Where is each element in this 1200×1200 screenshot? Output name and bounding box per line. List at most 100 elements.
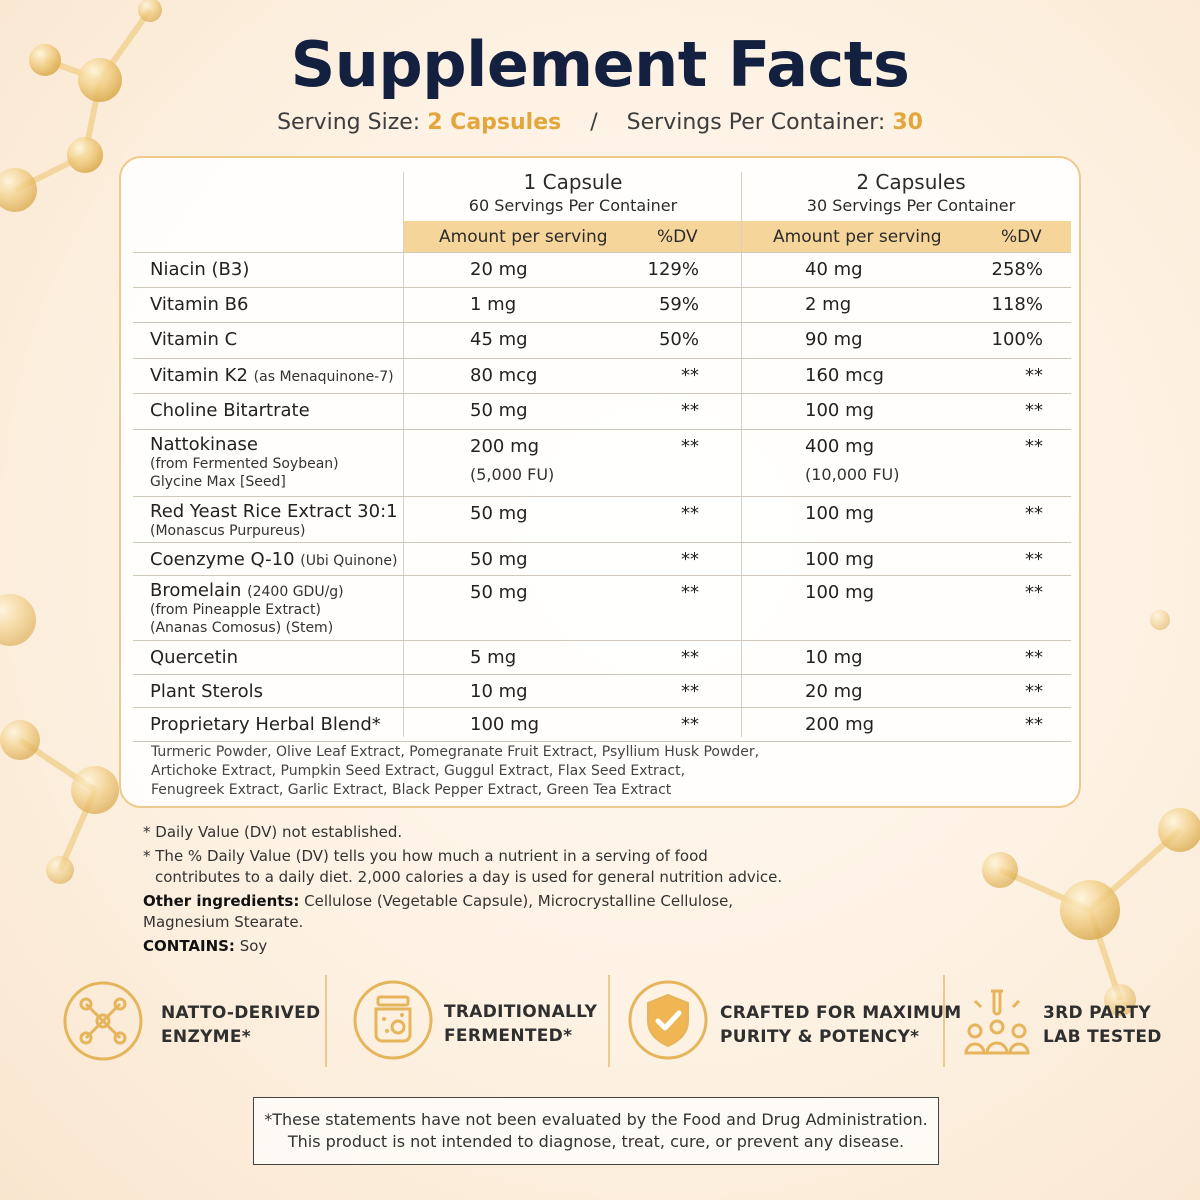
nutrient-row: Nattokinase (from Fermented Soybean) Glyci…	[133, 430, 1071, 497]
badge-traditionally-fermented: TRADITIONALLY FERMENTED*	[444, 1002, 598, 1046]
amount-1-capsule: 50 mg	[470, 400, 528, 421]
dv-2-capsules: **	[1025, 681, 1043, 702]
nutrient-note: (Ubi Quinone)	[300, 553, 398, 569]
dv-label: %DV	[657, 227, 698, 247]
amount-1-capsule: 10 mg	[470, 681, 528, 702]
nutrient-name: Coenzyme Q-10 (Ubi Quinone)	[150, 549, 398, 570]
fda-disclaimer: *These statements have not been evaluate…	[253, 1097, 939, 1165]
nutrient-name: Quercetin	[150, 647, 239, 668]
amount-2-capsules: 90 mg	[805, 329, 863, 350]
dv-2-capsules: 100%	[991, 329, 1043, 350]
column-subtitle: 60 Servings Per Container	[468, 196, 678, 215]
amount-2-capsules: 40 mg	[805, 259, 863, 280]
servings-per-container-value: 30	[892, 110, 923, 135]
other-ingredients: Other ingredients: Cellulose (Vegetable …	[143, 892, 734, 931]
dv-explanation-note: * The % Daily Value (DV) tells you how m…	[143, 847, 783, 886]
nutrient-source: Glycine Max [Seed]	[150, 474, 286, 490]
nutrient-source: (from Pineapple Extract)	[150, 602, 321, 618]
nutrient-name: Proprietary Herbal Blend*	[150, 714, 381, 735]
dv-2-capsules: **	[1025, 436, 1043, 457]
amount-2-capsules: 200 mg	[805, 714, 875, 735]
dv-1-capsule: **	[681, 436, 699, 457]
column-subtitle: 30 Servings Per Container	[806, 196, 1016, 215]
fermentation-jar-icon	[353, 980, 433, 1060]
amount-1-capsule: 50 mg	[470, 503, 528, 524]
herbal-blend-ingredients: Turmeric Powder, Olive Leaf Extract, Pom…	[151, 743, 771, 800]
dv-1-capsule: **	[681, 647, 699, 668]
amount-2-capsules: 20 mg	[805, 681, 863, 702]
amount-1-capsule: 100 mg	[470, 714, 540, 735]
amount-1-capsule: 80 mcg	[470, 365, 538, 386]
disclaimer-line: This product is not intended to diagnose…	[287, 1132, 905, 1151]
page-title: Supplement Facts	[290, 28, 910, 101]
nutrient-row: Proprietary Herbal Blend* 100 mg ** 200 mg *…	[133, 708, 1071, 742]
dv-1-capsule: **	[681, 582, 699, 603]
serving-size-value: 2 Capsules	[427, 110, 562, 135]
nutrient-name: Niacin (B3)	[150, 259, 250, 280]
supplement-facts-table: 1 Capsule 60 Servings Per Container 2 Ca…	[119, 156, 1081, 808]
dv-1-capsule: **	[681, 365, 699, 386]
blend-line: Fenugreek Extract, Garlic Extract, Black…	[151, 782, 672, 798]
amount-1-capsule: 50 mg	[470, 549, 528, 570]
dv-1-capsule: **	[681, 400, 699, 421]
nutrient-name: Nattokinase (from Fermented Soybean) Glyci…	[150, 434, 339, 490]
amount-header-band-1: Amount per serving %DV	[404, 221, 741, 253]
servings-per-container-label: Servings Per Container:	[626, 110, 886, 135]
dv-1-capsule: 129%	[647, 259, 699, 280]
nutrient-row: Choline Bitartrate 50 mg ** 100 mg **	[133, 394, 1071, 430]
amount-1-capsule: 200 mg (5,000 FU)	[470, 436, 555, 484]
header-divider	[133, 252, 1071, 253]
amount-1-capsule: 5 mg	[470, 647, 517, 668]
disclaimer-line: *These statements have not been evaluate…	[264, 1110, 928, 1129]
nutrient-row: Vitamin B6 1 mg 59% 2 mg 118%	[133, 288, 1071, 323]
badge-divider	[608, 975, 610, 1067]
lab-people-icon	[964, 989, 1030, 1055]
nutrient-name: Plant Sterols	[150, 681, 264, 702]
column-divider	[741, 172, 742, 737]
column-header-2-capsules: 2 Capsules 30 Servings Per Container	[742, 170, 1080, 215]
allergen-contains: CONTAINS: Soy	[143, 937, 268, 955]
dv-2-capsules: 258%	[991, 259, 1043, 280]
nutrient-name: Red Yeast Rice Extract 30:1 (Monascus Pur…	[150, 501, 398, 539]
dv-2-capsules: **	[1025, 647, 1043, 668]
blend-line: Artichoke Extract, Pumpkin Seed Extract,…	[151, 763, 686, 779]
feature-badges: NATTO-DERIVED ENZYME* TRADITIONALLY FERMEN…	[0, 975, 1200, 1070]
amount-header-band-2: Amount per serving %DV	[742, 221, 1071, 253]
dv-2-capsules: **	[1025, 549, 1043, 570]
amount-2-capsules: 2 mg	[805, 294, 852, 315]
amount-1-capsule: 50 mg	[470, 582, 528, 603]
column-title: 2 Capsules	[856, 170, 966, 194]
amount-2-capsules: 100 mg	[805, 400, 875, 421]
dv-2-capsules: **	[1025, 714, 1043, 735]
nutrient-name: Vitamin K2 (as Menaquinone-7)	[150, 365, 394, 386]
amount-2-capsules: 10 mg	[805, 647, 863, 668]
nutrient-row: Quercetin 5 mg ** 10 mg **	[133, 641, 1071, 675]
dv-1-capsule: **	[681, 549, 699, 570]
nutrient-row: Coenzyme Q-10 (Ubi Quinone) 50 mg ** 100 mg…	[133, 543, 1071, 576]
molecule-icon	[63, 981, 143, 1061]
nutrient-row: Vitamin K2 (as Menaquinone-7) 80 mcg ** 160…	[133, 359, 1071, 394]
dv-2-capsules: 118%	[991, 294, 1043, 315]
dv-not-established-note: * Daily Value (DV) not established.	[143, 823, 403, 841]
dv-1-capsule: **	[681, 714, 699, 735]
amount-2-capsules: 100 mg	[805, 503, 875, 524]
nutrient-source: (Monascus Purpureus)	[150, 523, 306, 539]
badge-divider	[325, 975, 327, 1067]
nutrient-note: (as Menaquinone-7)	[253, 369, 394, 385]
nutrient-source: (from Fermented Soybean)	[150, 456, 339, 472]
dv-1-capsule: 59%	[658, 294, 699, 315]
serving-size-label: Serving Size:	[277, 110, 421, 135]
amount-2-capsules: 100 mg	[805, 582, 875, 603]
amount-per-serving-label: Amount per serving	[773, 227, 942, 247]
badge-natto-enzyme: NATTO-DERIVED ENZYME*	[161, 1003, 321, 1047]
column-header-1-capsule: 1 Capsule 60 Servings Per Container	[404, 170, 742, 215]
dv-1-capsule: **	[681, 503, 699, 524]
amount-per-serving-label: Amount per serving	[439, 227, 608, 247]
column-divider	[403, 172, 404, 737]
dv-1-capsule: 50%	[658, 329, 699, 350]
dv-2-capsules: **	[1025, 582, 1043, 603]
footnotes: * Daily Value (DV) not established. * Th…	[143, 822, 843, 960]
badge-purity-potency: CRAFTED FOR MAXIMUM PURITY & POTENCY*	[720, 1003, 962, 1047]
nutrient-source: (Ananas Comosus) (Stem)	[150, 620, 334, 636]
